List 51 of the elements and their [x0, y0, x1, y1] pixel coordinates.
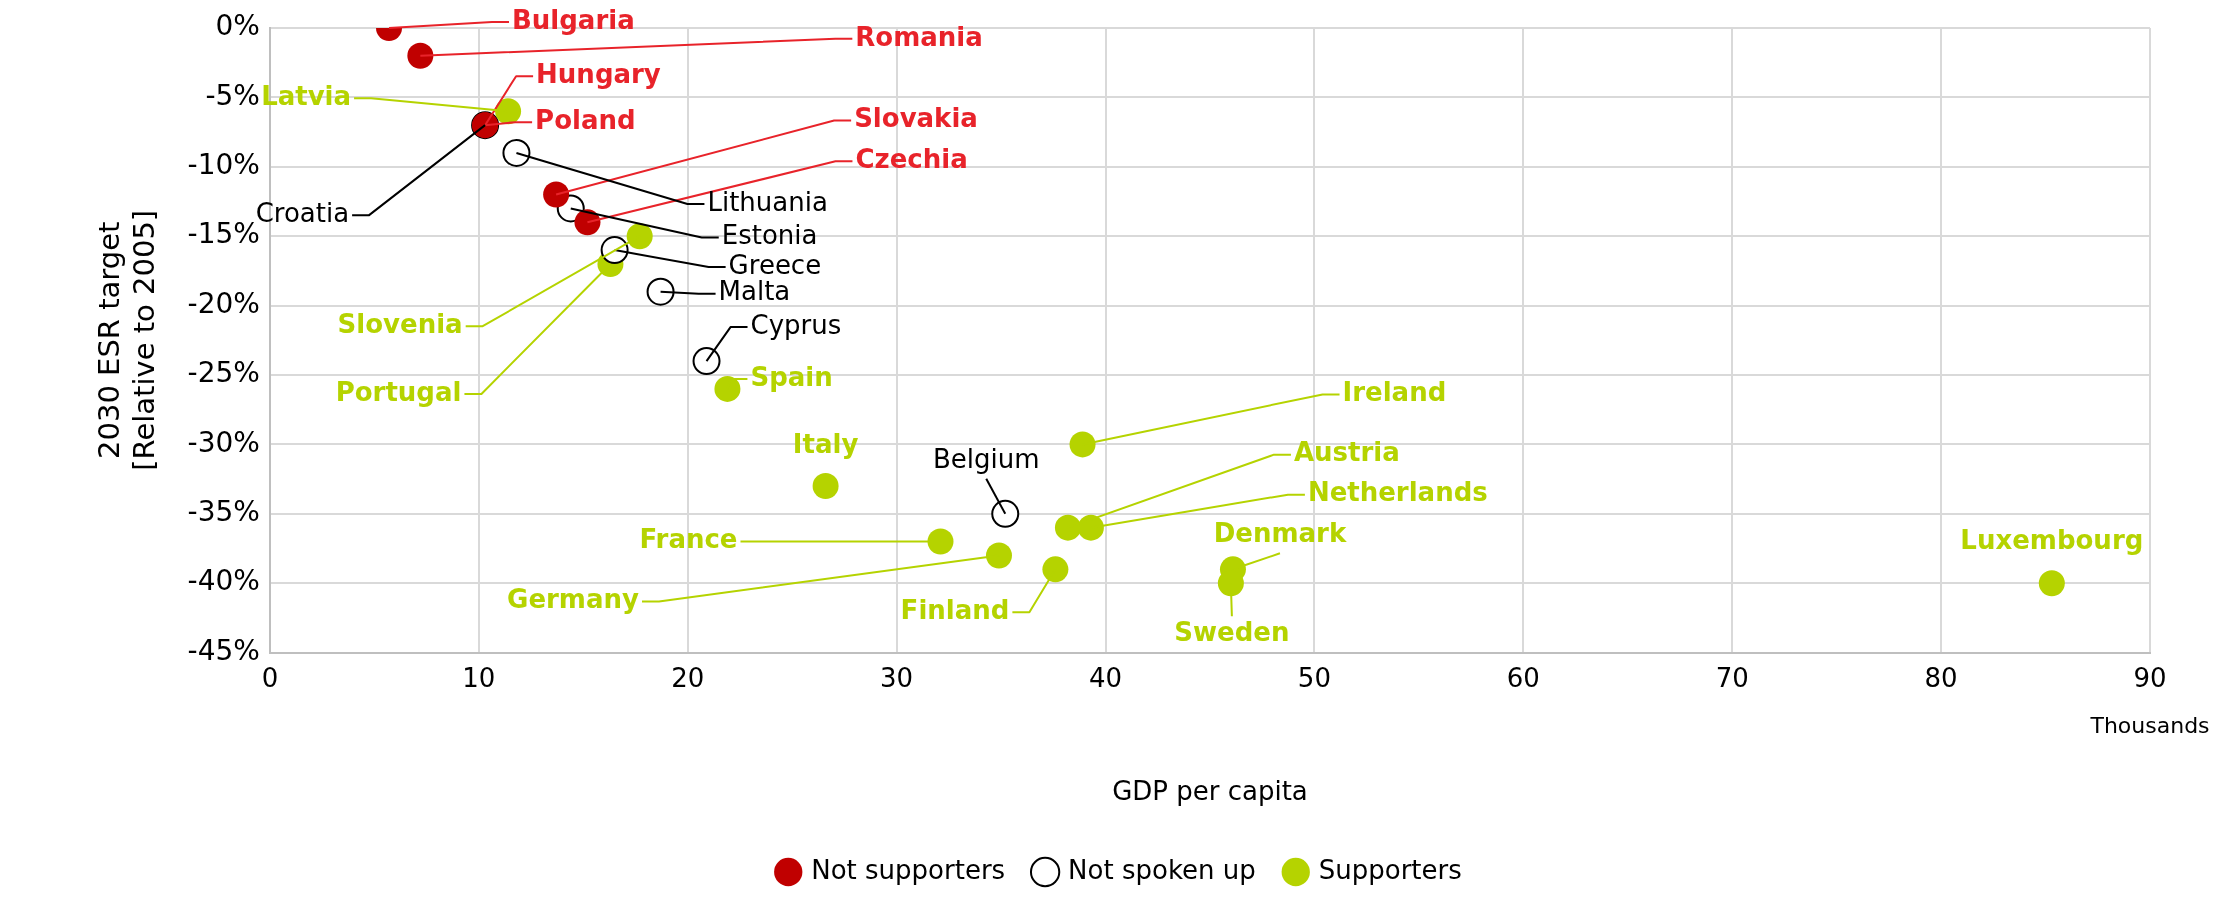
x-tick-label: 50	[1297, 662, 1331, 693]
y-tick-label: -45%	[187, 633, 260, 667]
legend-label: Not spoken up	[1068, 854, 1256, 885]
x-tick-label: 90	[2133, 662, 2167, 693]
annotation: Bulgaria	[512, 4, 635, 35]
y-tick-label: -5%	[205, 78, 260, 112]
x-tick-label: 30	[880, 662, 914, 693]
annotation: Hungary	[536, 58, 661, 89]
x-tick-label: 70	[1715, 662, 1749, 693]
text: [Relative to 2005]	[126, 209, 161, 471]
y-tick-label: -35%	[187, 495, 260, 529]
text: Thousands	[2089, 713, 2210, 739]
annotation: Luxembourg	[1960, 524, 2144, 555]
y-tick-label: 0%	[215, 9, 260, 43]
annotation: Latvia	[261, 81, 352, 112]
annotation: Spain	[750, 361, 833, 392]
annotation: France	[639, 524, 738, 555]
annotation: Cyprus	[750, 309, 842, 340]
annotation: Germany	[507, 584, 640, 615]
annotation: Slovakia	[854, 103, 978, 134]
annotation: Lithuania	[707, 186, 828, 217]
x-tick-label: 80	[1924, 662, 1958, 693]
annotation: Sweden	[1174, 616, 1290, 647]
x-tick-label: 60	[1506, 662, 1540, 693]
y-tick-label: -20%	[187, 286, 260, 320]
annotation: Finland	[900, 595, 1010, 626]
x-tick-label: 0	[261, 662, 279, 693]
annotation: Czechia	[855, 144, 968, 175]
legend-label: Supporters	[1318, 854, 1462, 885]
x-tick-label: 20	[671, 662, 705, 693]
annotation: Ireland	[1342, 377, 1447, 408]
annotation: Romania	[855, 21, 983, 52]
x-tick-label: 10	[462, 662, 496, 693]
y-tick-label: -40%	[187, 564, 260, 598]
annotation: Portugal	[335, 376, 462, 407]
x-tick-label: 40	[1088, 662, 1123, 693]
annotation: Netherlands	[1307, 477, 1488, 508]
legend-label: Not supporters	[811, 854, 1006, 885]
annotation: Estonia	[721, 220, 818, 251]
annotation: Belgium	[932, 443, 1040, 474]
x-axis-title: GDP per capita	[1112, 776, 1308, 807]
annotation: Slovenia	[337, 308, 463, 339]
annotation: Croatia	[255, 197, 350, 228]
annotation: Denmark	[1213, 518, 1347, 549]
annotation: Italy	[792, 428, 859, 459]
text: 2030 ESR target	[91, 221, 126, 459]
annotation: Poland	[535, 104, 636, 135]
y-tick-label: -10%	[187, 148, 260, 182]
y-tick-label: -25%	[187, 356, 260, 390]
annotation: Austria	[1293, 437, 1400, 468]
y-tick-label: -30%	[187, 425, 260, 459]
